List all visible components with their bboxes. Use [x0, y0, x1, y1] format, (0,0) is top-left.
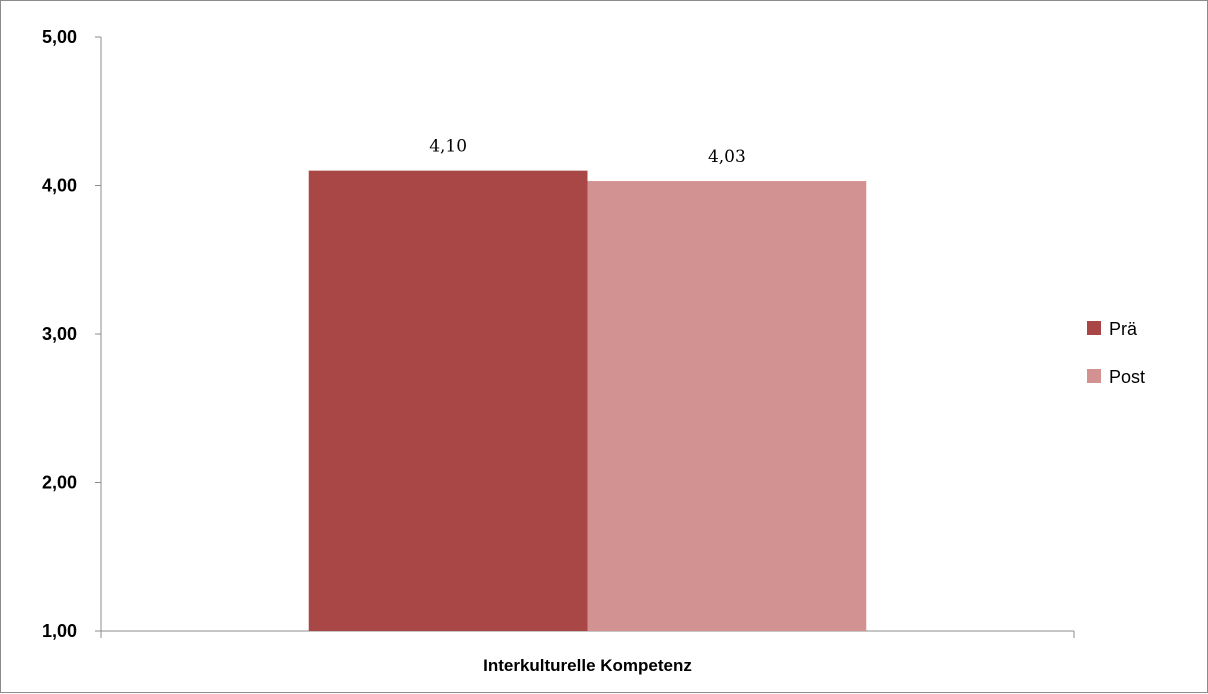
x-axis-ticks [100, 631, 1075, 638]
y-tick-label: 2,00 [42, 473, 77, 493]
x-category-label: Interkulturelle Kompetenz [483, 656, 692, 675]
data-labels: 4,10 4,03 [429, 137, 746, 167]
data-label-post: 4,03 [708, 147, 746, 167]
data-label-prä: 4,10 [429, 137, 467, 157]
legend-label-post: Post [1109, 367, 1145, 387]
bar-prä [308, 170, 588, 631]
legend: Prä Post [1087, 319, 1145, 387]
legend-label-prä: Prä [1109, 319, 1138, 339]
legend-swatch-post [1087, 369, 1101, 383]
y-tick-label: 5,00 [42, 27, 77, 47]
y-tick-label: 3,00 [42, 324, 77, 344]
y-tick-label: 4,00 [42, 176, 77, 196]
category-labels: Interkulturelle Kompetenz [483, 656, 692, 675]
bar-post [587, 181, 867, 632]
legend-swatch-prä [1087, 321, 1101, 335]
y-tick-label: 1,00 [42, 621, 77, 641]
y-axis-ticks: 1,00 2,00 3,00 4,00 5,00 [42, 27, 101, 641]
bars [308, 170, 867, 632]
